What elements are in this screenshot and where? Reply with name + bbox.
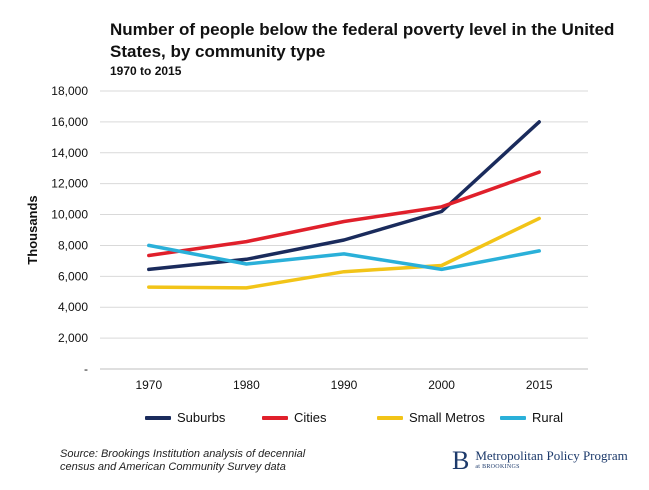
series-line-rural [147, 243, 541, 272]
brookings-logo-icon: B [452, 446, 470, 475]
legend-swatch [377, 415, 403, 420]
legend-label: Rural [532, 410, 564, 425]
source-note: Source: Brookings Institution analysis o… [60, 448, 306, 473]
y-tick-label: - [84, 362, 88, 376]
legend-label: Cities [294, 410, 327, 425]
y-tick-label: 4,000 [58, 300, 88, 314]
y-tick-label: 16,000 [51, 115, 88, 129]
y-tick-label: 10,000 [51, 208, 88, 222]
x-tick-label: 2015 [526, 378, 553, 392]
legend-swatch [262, 415, 288, 420]
legend-label: Suburbs [177, 410, 226, 425]
brand-logo-block: B Metropolitan Policy Program at BROOKIN… [452, 448, 628, 474]
brand-sub: at BROOKINGS [475, 464, 520, 470]
legend-item-small-metros: Small Metros [377, 410, 485, 425]
y-tick-label: 12,000 [51, 177, 88, 191]
legend-swatch [145, 415, 171, 420]
y-tick-label: 6,000 [58, 269, 88, 283]
chart-subtitle: 1970 to 2015 [110, 64, 182, 78]
legend-swatch [500, 415, 526, 420]
x-tick-label: 2000 [428, 378, 455, 392]
y-tick-label: 2,000 [58, 331, 88, 345]
y-tick-label: 14,000 [51, 146, 88, 160]
y-axis-label: Thousands [25, 195, 40, 264]
legend-item-rural: Rural [500, 410, 563, 425]
legend-label: Small Metros [409, 410, 485, 425]
y-tick-label: 8,000 [58, 238, 88, 252]
legend: Suburbs Cities Small Metros Rural [0, 410, 649, 428]
series-line-small-metros [147, 216, 541, 290]
y-tick-label: 18,000 [51, 84, 88, 98]
brand-name: Metropolitan Policy Program [475, 448, 628, 463]
x-tick-label: 1980 [233, 378, 260, 392]
legend-item-suburbs: Suburbs [145, 410, 225, 425]
legend-item-cities: Cities [262, 410, 327, 425]
series-line-cities [147, 170, 541, 258]
x-tick-label: 1990 [331, 378, 358, 392]
series-line-suburbs [147, 120, 541, 272]
x-tick-label: 1970 [135, 378, 162, 392]
chart-title: Number of people below the federal pover… [110, 20, 615, 61]
